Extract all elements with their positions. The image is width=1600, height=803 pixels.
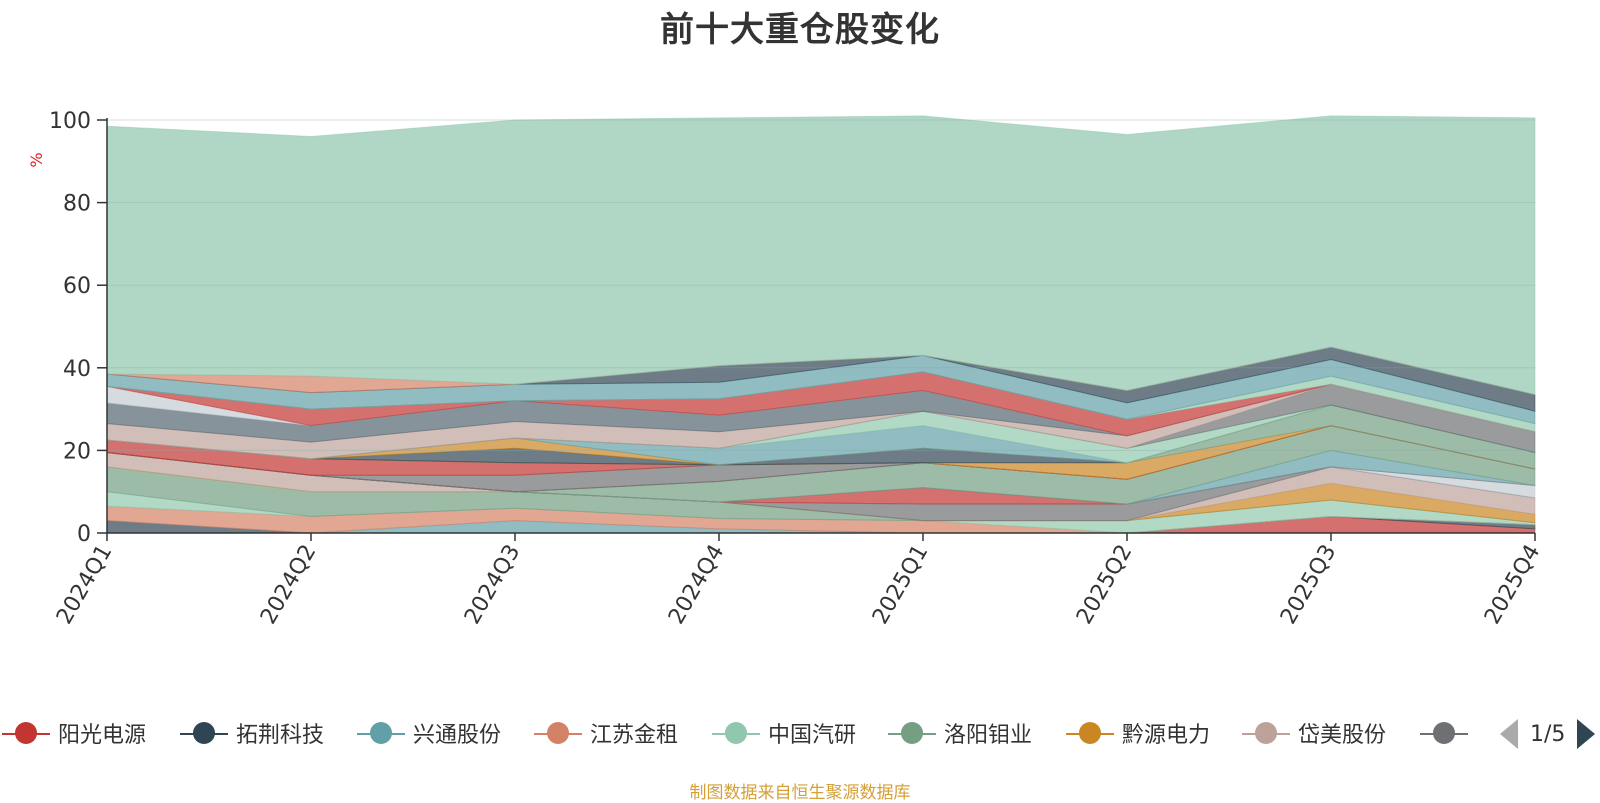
legend-item[interactable]: 江苏金租 xyxy=(532,713,678,753)
legend-item[interactable]: 兴通股份 xyxy=(355,713,501,753)
legend-marker-icon xyxy=(1064,713,1116,753)
y-tick-label: 40 xyxy=(63,357,91,382)
legend-label: 中国汽研 xyxy=(768,723,857,748)
legend-pager: 1/5 xyxy=(1500,716,1596,752)
legend-marker-icon xyxy=(886,713,938,753)
legend-next-page-icon[interactable] xyxy=(1577,719,1596,749)
legend-label: 江苏金租 xyxy=(590,723,679,748)
legend-label: 黔源电力 xyxy=(1122,723,1211,748)
legend-prev-page-icon[interactable] xyxy=(1500,719,1518,749)
legend-marker-icon xyxy=(0,713,52,753)
x-tick-label: 2024Q2 xyxy=(256,541,321,629)
y-axis-unit-label: % xyxy=(27,152,46,167)
legend-item[interactable] xyxy=(1418,713,1476,753)
legend-label: 拓荆科技 xyxy=(236,723,325,748)
legend-item[interactable]: 岱美股份 xyxy=(1240,713,1386,753)
legend-item[interactable]: 拓荆科技 xyxy=(178,713,324,753)
area-series-34[interactable] xyxy=(106,115,1536,396)
y-tick-label: 20 xyxy=(63,439,91,464)
legend-item[interactable]: 阳光电源 xyxy=(0,713,146,753)
y-tick-label: 100 xyxy=(49,109,91,134)
x-tick-label: 2025Q2 xyxy=(1072,541,1137,629)
legend-item[interactable]: 中国汽研 xyxy=(710,713,856,753)
y-tick-label: 60 xyxy=(63,274,91,299)
x-tick-label: 2025Q3 xyxy=(1276,541,1341,629)
legend-marker-icon xyxy=(1240,713,1292,753)
x-tick-label: 2024Q1 xyxy=(52,541,117,629)
legend-marker-icon xyxy=(710,713,762,753)
legend-marker-icon xyxy=(178,713,230,753)
areas-layer xyxy=(106,115,1536,534)
legend-label: 阳光电源 xyxy=(58,723,147,748)
x-tick-label: 2025Q4 xyxy=(1480,541,1545,629)
x-tick-label: 2024Q4 xyxy=(664,541,729,629)
legend-label: 洛阳钼业 xyxy=(944,723,1033,748)
legend-marker-icon xyxy=(1418,713,1470,753)
legend-marker-icon xyxy=(355,713,407,753)
source-note: 制图数据来自恒生聚源数据库 xyxy=(689,783,911,803)
y-tick-label: 0 xyxy=(77,522,91,547)
y-tick-label: 80 xyxy=(63,192,91,217)
legend-page-indicator: 1/5 xyxy=(1530,721,1566,747)
legend-item[interactable]: 黔源电力 xyxy=(1064,713,1210,753)
legend: 阳光电源 拓荆科技 兴通股份 江苏金租 中国汽研 洛阳钼业 黔源电力 岱美股份 xyxy=(0,713,1490,753)
chart-title: 前十大重仓股变化 xyxy=(660,10,940,50)
x-tick-label: 2025Q1 xyxy=(868,541,933,629)
grid-layer xyxy=(107,119,1535,451)
legend-marker-icon xyxy=(532,713,584,753)
legend-item[interactable]: 洛阳钼业 xyxy=(886,713,1032,753)
legend-label: 岱美股份 xyxy=(1298,723,1387,748)
legend-label: 兴通股份 xyxy=(413,723,502,748)
x-tick-label: 2024Q3 xyxy=(460,541,525,629)
